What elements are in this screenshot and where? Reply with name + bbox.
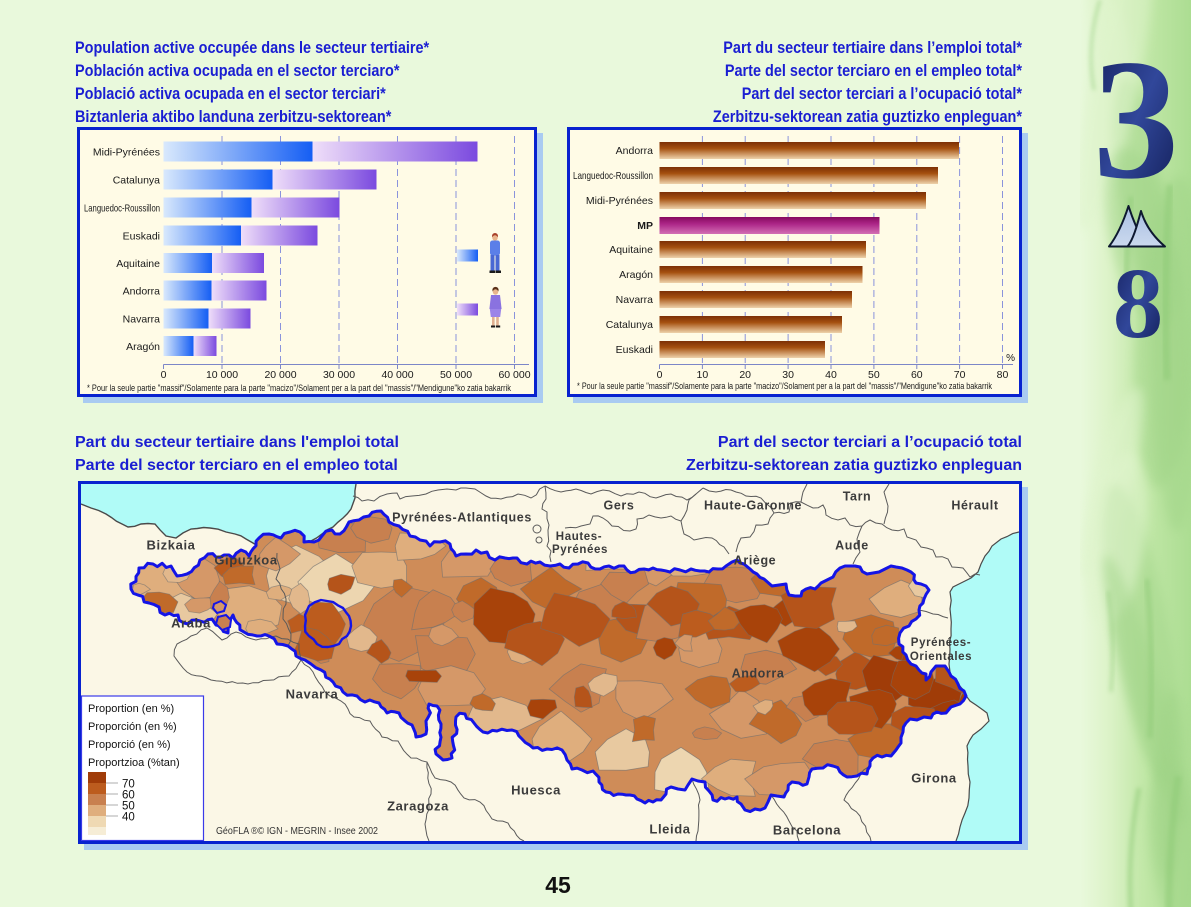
svg-text:Girona: Girona xyxy=(911,771,957,786)
svg-text:0: 0 xyxy=(161,369,167,381)
svg-text:Aragón: Aragón xyxy=(126,341,160,353)
svg-text:Catalunya: Catalunya xyxy=(606,319,653,331)
svg-text:3: 3 xyxy=(1093,25,1179,215)
svg-text:Navarra: Navarra xyxy=(616,294,654,306)
svg-text:Ariège: Ariège xyxy=(734,553,777,567)
svg-text:Araba: Araba xyxy=(171,616,211,631)
svg-text:Gers: Gers xyxy=(604,498,635,512)
svg-text:Zaragoza: Zaragoza xyxy=(387,799,449,814)
svg-text:Pyrénées-Atlantiques: Pyrénées-Atlantiques xyxy=(392,510,532,524)
svg-text:Andorra: Andorra xyxy=(616,145,654,157)
svg-text:8: 8 xyxy=(1113,247,1164,359)
svg-text:* Pour la seule partie "massif: * Pour la seule partie "massif"/Solament… xyxy=(87,383,511,393)
svg-text:Haute-Garonne: Haute-Garonne xyxy=(704,498,802,512)
svg-text:Aquitaine: Aquitaine xyxy=(609,244,653,256)
svg-text:Euskadi: Euskadi xyxy=(123,230,160,242)
svg-text:0: 0 xyxy=(657,369,663,381)
svg-text:50: 50 xyxy=(868,369,880,381)
svg-text:Proportzioa (%tan): Proportzioa (%tan) xyxy=(88,757,180,769)
svg-text:Proporció (en %): Proporció (en %) xyxy=(88,739,171,751)
svg-text:20: 20 xyxy=(739,369,751,381)
svg-text:Euskadi: Euskadi xyxy=(616,344,653,356)
svg-text:GéoFLA ®© IGN - MEGRIN - Insee: GéoFLA ®© IGN - MEGRIN - Insee 2002 xyxy=(216,826,378,837)
svg-text:Orientales: Orientales xyxy=(910,651,972,663)
svg-text:Midi-Pyrénées: Midi-Pyrénées xyxy=(586,195,653,207)
svg-text:Midi-Pyrénées: Midi-Pyrénées xyxy=(93,146,160,158)
svg-text:10 000: 10 000 xyxy=(206,369,238,381)
svg-text:Navarra: Navarra xyxy=(123,313,161,325)
svg-text:60 000: 60 000 xyxy=(498,369,530,381)
svg-text:40 000: 40 000 xyxy=(381,369,413,381)
svg-text:30: 30 xyxy=(782,369,794,381)
svg-text:Languedoc-Roussillon: Languedoc-Roussillon xyxy=(84,202,160,214)
svg-text:Languedoc-Roussillon: Languedoc-Roussillon xyxy=(573,170,653,182)
svg-text:Gipuzkoa: Gipuzkoa xyxy=(214,553,277,568)
svg-text:30 000: 30 000 xyxy=(323,369,355,381)
svg-text:40: 40 xyxy=(122,812,135,824)
svg-text:Aragón: Aragón xyxy=(619,269,653,281)
svg-text:20 000: 20 000 xyxy=(264,369,296,381)
svg-text:Aquitaine: Aquitaine xyxy=(116,258,160,270)
svg-text:Pyrénées-: Pyrénées- xyxy=(911,637,971,649)
svg-text:Andorra: Andorra xyxy=(732,666,785,680)
svg-text:Barcelona: Barcelona xyxy=(773,823,841,838)
svg-text:Lleida: Lleida xyxy=(649,822,690,837)
svg-text:Aude: Aude xyxy=(835,538,869,552)
svg-text:%: % xyxy=(1006,353,1015,364)
svg-text:Proporción (en %): Proporción (en %) xyxy=(88,721,177,733)
svg-text:70: 70 xyxy=(122,779,135,791)
svg-text:60: 60 xyxy=(122,790,135,802)
svg-text:50 000: 50 000 xyxy=(440,369,472,381)
svg-text:50: 50 xyxy=(122,801,135,813)
svg-text:40: 40 xyxy=(825,369,837,381)
svg-text:Hautes-: Hautes- xyxy=(556,531,602,543)
svg-text:* Pour la seule partie "massif: * Pour la seule partie "massif"/Solament… xyxy=(577,381,992,391)
svg-text:Bizkaia: Bizkaia xyxy=(146,538,195,553)
svg-text:MP: MP xyxy=(637,220,653,232)
svg-text:10: 10 xyxy=(697,369,709,381)
svg-text:Proportion (en %): Proportion (en %) xyxy=(88,703,174,715)
svg-text:80: 80 xyxy=(997,369,1009,381)
svg-text:60: 60 xyxy=(911,369,923,381)
svg-text:Andorra: Andorra xyxy=(123,285,161,297)
svg-text:Navarra: Navarra xyxy=(286,687,339,702)
svg-text:Tarn: Tarn xyxy=(843,489,872,503)
svg-text:70: 70 xyxy=(954,369,966,381)
svg-text:Hérault: Hérault xyxy=(951,498,999,512)
svg-text:Pyrénées: Pyrénées xyxy=(552,544,608,556)
svg-text:Catalunya: Catalunya xyxy=(113,174,160,186)
svg-text:Huesca: Huesca xyxy=(511,783,561,798)
